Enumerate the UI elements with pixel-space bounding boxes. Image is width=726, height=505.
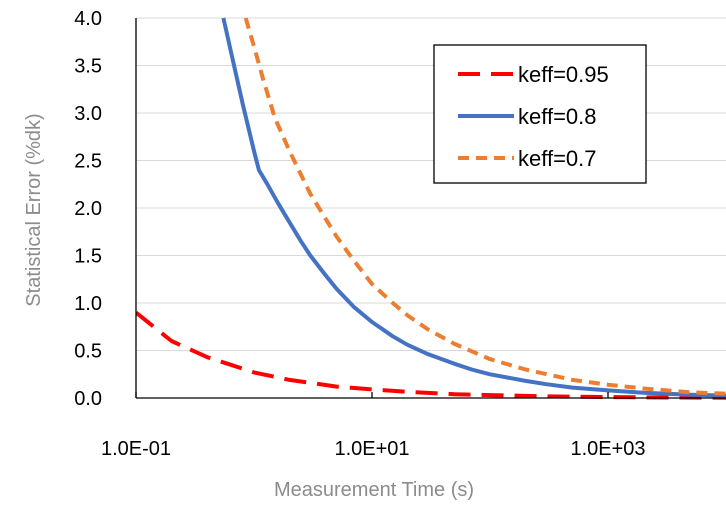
series-line-3 <box>243 17 726 396</box>
y-tick-label: 1.0 <box>74 293 102 315</box>
x-tick-label: 1.0E+01 <box>334 438 409 460</box>
x-tick-label: 1.0E-01 <box>101 438 171 460</box>
y-tick-label: 2.0 <box>74 198 102 220</box>
y-tick-label: 2.5 <box>74 151 102 173</box>
y-tick-label: 4.0 <box>74 8 102 30</box>
axes <box>135 18 726 399</box>
y-tick-label: 0.0 <box>74 388 102 410</box>
y-axis-title: Statistical Error (%dk) <box>23 113 45 306</box>
series-line-2 <box>221 17 726 398</box>
y-tick-label: 0.5 <box>74 341 102 363</box>
y-tick-label: 3.5 <box>74 56 102 78</box>
plot-series <box>136 17 726 400</box>
x-tick-label: 1.0E+03 <box>570 438 645 460</box>
legend-label-3: keff=0.7 <box>518 146 597 171</box>
series-line-1 <box>136 310 726 400</box>
legend: keff=0.95 keff=0.8 keff=0.7 <box>433 44 647 184</box>
x-axis-title: Measurement Time (s) <box>274 479 474 501</box>
y-tick-label: 1.5 <box>74 246 102 268</box>
legend-label-1: keff=0.95 <box>518 62 609 87</box>
y-tick-labels: 0.0 0.5 1.0 1.5 2.0 2.5 3.0 3.5 4.0 <box>74 8 102 410</box>
y-tick-label: 3.0 <box>74 103 102 125</box>
legend-label-2: keff=0.8 <box>518 104 597 129</box>
x-tick-labels: 1.0E-01 1.0E+01 1.0E+03 <box>101 438 646 460</box>
